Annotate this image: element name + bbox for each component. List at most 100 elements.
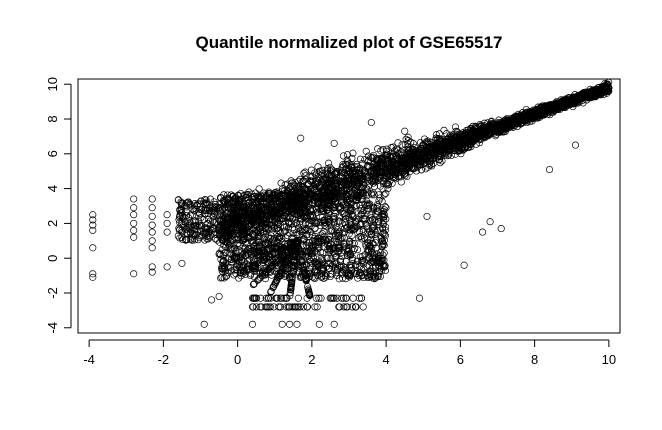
data-point [387, 159, 395, 168]
data-point [312, 209, 320, 217]
data-point [357, 210, 365, 218]
data-point [240, 267, 249, 275]
data-point [543, 105, 551, 113]
data-point [402, 153, 410, 162]
data-point [313, 249, 321, 257]
data-point [272, 258, 280, 266]
data-point [163, 211, 171, 219]
data-point [247, 247, 255, 255]
data-point [302, 275, 310, 283]
data-point [307, 241, 316, 249]
data-point [242, 248, 250, 256]
data-point [451, 150, 459, 158]
data-point [555, 102, 563, 110]
data-point [237, 272, 245, 280]
data-point [251, 215, 259, 223]
data-point [163, 263, 171, 271]
data-point [177, 198, 185, 206]
data-point [447, 141, 455, 149]
data-point [233, 215, 241, 223]
data-point [349, 207, 357, 215]
data-point [329, 260, 337, 268]
data-point [335, 262, 343, 270]
data-point [280, 227, 288, 235]
data-point [315, 294, 323, 302]
data-point [326, 227, 335, 236]
data-point [248, 294, 257, 302]
data-point [415, 294, 424, 302]
data-point [256, 273, 265, 282]
data-point [315, 320, 323, 328]
data-point [382, 189, 390, 197]
x-tick-label: 6 [457, 352, 464, 367]
data-point [314, 268, 322, 277]
data-point [208, 296, 216, 304]
data-point [338, 181, 346, 189]
data-point [250, 198, 258, 206]
data-point [357, 265, 365, 273]
data-point [394, 149, 402, 158]
data-point [314, 163, 322, 171]
data-point [279, 215, 287, 223]
data-point [350, 170, 358, 178]
data-point [283, 247, 291, 255]
data-point [321, 221, 329, 229]
data-point [242, 266, 251, 274]
data-point [599, 83, 608, 91]
data-point [319, 249, 327, 257]
data-point [338, 294, 346, 302]
data-point [305, 189, 314, 197]
data-point [308, 173, 316, 181]
data-point [273, 230, 281, 238]
data-point [559, 96, 567, 105]
data-point [376, 272, 384, 281]
data-point [374, 176, 382, 184]
data-point [349, 149, 357, 157]
data-point [378, 224, 386, 232]
data-point [255, 185, 263, 193]
data-point [381, 203, 389, 211]
data-point [322, 273, 330, 281]
data-point [248, 320, 257, 328]
data-point [252, 236, 260, 244]
data-point [89, 273, 97, 281]
data-point [357, 176, 366, 184]
data-point [259, 246, 267, 254]
data-point [336, 177, 344, 185]
data-point [340, 267, 348, 275]
data-point [218, 258, 227, 266]
data-point [260, 191, 268, 199]
data-point [434, 144, 442, 152]
data-point [275, 303, 283, 311]
data-point [263, 204, 271, 213]
data-point [335, 213, 343, 221]
data-point [404, 133, 412, 141]
data-point [369, 177, 377, 185]
data-point [383, 150, 391, 158]
data-point [272, 294, 280, 302]
data-point [422, 155, 430, 164]
data-point [327, 202, 335, 210]
data-point [314, 197, 322, 205]
data-point [371, 238, 379, 246]
data-point [406, 153, 415, 161]
data-point [265, 294, 273, 302]
data-point [322, 270, 330, 278]
data-point [452, 133, 460, 141]
data-point [348, 303, 356, 311]
data-point [224, 221, 232, 229]
data-point [318, 199, 326, 207]
data-point [360, 274, 368, 282]
data-point [406, 168, 414, 176]
data-point [371, 255, 379, 263]
data-point [348, 205, 356, 213]
data-point [215, 292, 223, 301]
data-point [358, 257, 366, 265]
data-point [468, 127, 476, 136]
data-point [383, 167, 391, 175]
data-point [262, 209, 270, 217]
data-point [358, 235, 366, 243]
data-point [345, 245, 353, 253]
data-point [192, 221, 201, 230]
